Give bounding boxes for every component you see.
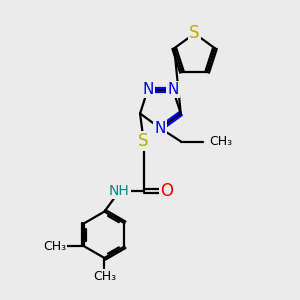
Text: CH₃: CH₃	[43, 240, 66, 253]
Text: N: N	[142, 82, 154, 97]
Text: CH₃: CH₃	[209, 135, 232, 148]
Text: O: O	[160, 182, 173, 200]
Text: CH₃: CH₃	[93, 270, 116, 283]
Text: S: S	[189, 25, 200, 43]
Text: S: S	[138, 132, 149, 150]
Text: NH: NH	[109, 184, 130, 198]
Text: N: N	[167, 82, 179, 97]
Text: N: N	[155, 121, 166, 136]
